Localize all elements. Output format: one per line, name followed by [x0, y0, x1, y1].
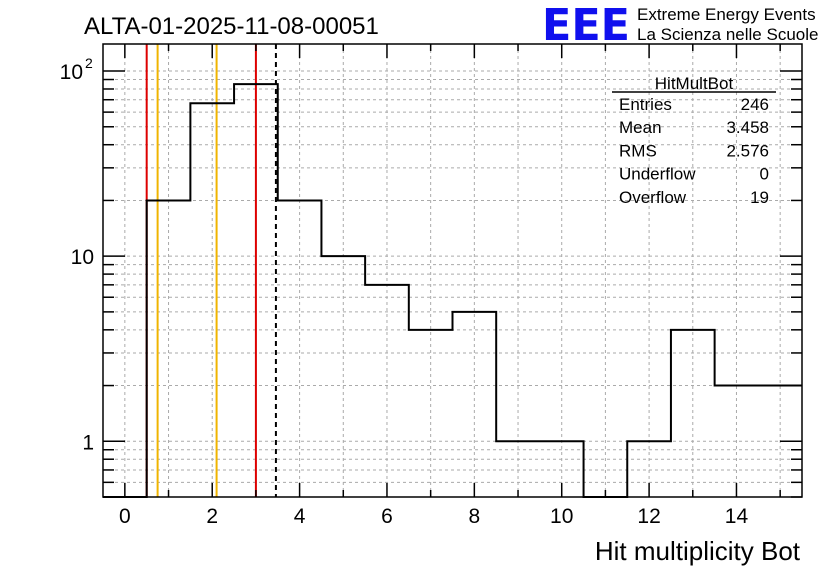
- y-tick-label: 10: [60, 61, 83, 84]
- x-tick-label: 8: [469, 505, 481, 528]
- grid-lines: [103, 44, 802, 498]
- histogram-bin: [715, 386, 759, 497]
- stats-row-label: RMS: [619, 141, 657, 160]
- plot-frame: [102, 43, 803, 498]
- histogram-bin: [409, 330, 453, 497]
- y-tick-label-exponent: 2: [85, 55, 93, 71]
- histogram-bin: [278, 200, 322, 497]
- stats-row-value: 3.458: [726, 118, 769, 137]
- stats-row-value: 246: [741, 95, 769, 114]
- x-tick-label: 14: [725, 505, 749, 528]
- logo-line-1: Extreme Energy Events: [637, 5, 816, 24]
- stats-row-value: 0: [760, 165, 769, 184]
- x-tick-label: 2: [206, 505, 218, 528]
- stats-row-value: 2.576: [726, 141, 769, 160]
- histogram-bin: [234, 84, 278, 497]
- run-title: ALTA-01-2025-11-08-00051: [84, 13, 379, 40]
- histogram-bin: [496, 441, 540, 497]
- stats-row-label: Entries: [619, 95, 672, 114]
- eee-logo-text: EEE: [542, 0, 630, 51]
- stats-row-label: Mean: [619, 118, 662, 137]
- stats-row-label: Underflow: [619, 165, 696, 184]
- histogram-bin: [453, 312, 497, 497]
- x-axis-ticks: 0 2 4 6 8 10 12 14: [119, 44, 781, 528]
- y-tick-label: 1: [82, 431, 94, 454]
- x-tick-label: 0: [119, 505, 131, 528]
- stats-box: HitMultBot Entries 246 Mean 3.458 RMS 2.576 Un…: [612, 74, 776, 207]
- histogram-bin: [321, 256, 365, 497]
- histogram-bin: [147, 200, 191, 497]
- x-axis-label: Hit multiplicity Bot: [595, 536, 801, 566]
- x-tick-label: 10: [550, 505, 573, 528]
- stats-title: HitMultBot: [655, 74, 734, 93]
- histogram-bin: [365, 285, 409, 497]
- eee-logo: EEE Extreme Energy Events La Scienza nel…: [542, 0, 818, 51]
- y-tick-label: 10: [71, 246, 94, 269]
- stats-row-value: 19: [750, 188, 769, 207]
- x-tick-label: 4: [294, 505, 306, 528]
- logo-line-2: La Scienza nelle Scuole: [637, 25, 818, 44]
- histogram-outline: [103, 83, 802, 498]
- x-tick-label: 12: [637, 505, 660, 528]
- histogram-bin: [671, 330, 715, 497]
- histogram-bin: [190, 103, 234, 497]
- marker-lines: [145, 44, 277, 497]
- stats-row-label: Overflow: [619, 188, 687, 207]
- x-tick-label: 6: [381, 505, 393, 528]
